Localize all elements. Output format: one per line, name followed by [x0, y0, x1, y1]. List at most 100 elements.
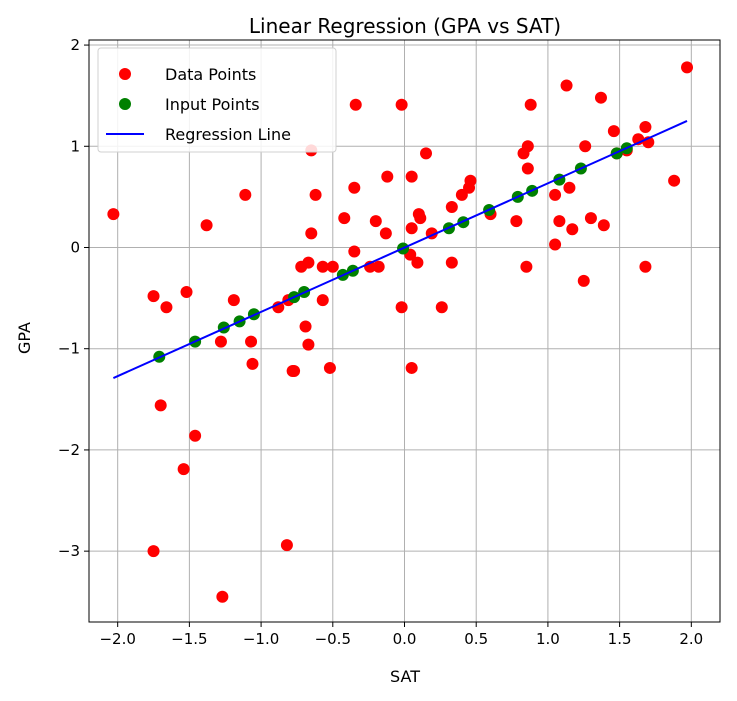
data-point	[147, 545, 160, 558]
legend-entry: Input Points	[119, 95, 260, 114]
y-tick-label: 1	[70, 137, 80, 155]
data-point	[566, 223, 579, 236]
y-tick-label: 2	[70, 36, 80, 54]
ticks: −2.0 −1.5 −1.0 −0.5 0.0 0.5 1.0 1.5 2.0 −3 −2 −1 0 1 2	[58, 36, 703, 648]
data-point	[594, 91, 607, 104]
data-point	[302, 338, 315, 351]
data-point	[147, 290, 160, 303]
data-point	[316, 294, 329, 307]
data-point	[435, 301, 448, 314]
legend-label: Regression Line	[165, 125, 291, 144]
data-point	[584, 212, 597, 225]
x-tick-label: 1.5	[608, 630, 632, 648]
data-point	[420, 147, 433, 160]
data-point	[563, 181, 576, 194]
chart-title: Linear Regression (GPA vs SAT)	[249, 14, 561, 38]
data-point	[369, 215, 382, 228]
data-point	[549, 188, 562, 201]
data-point	[668, 174, 681, 187]
data-point	[245, 335, 258, 348]
x-tick-label: −0.5	[315, 630, 351, 648]
data-point	[395, 98, 408, 111]
legend-label: Data Points	[165, 65, 256, 84]
data-point	[597, 219, 610, 232]
x-tick-label: 2.0	[679, 630, 703, 648]
legend-box	[97, 47, 337, 153]
data-point	[280, 539, 293, 552]
data-point	[323, 361, 336, 374]
data-point	[553, 215, 566, 228]
data-point	[395, 301, 408, 314]
series-layer	[107, 61, 694, 603]
data-point	[299, 320, 312, 333]
data-point	[305, 227, 318, 240]
x-tick-label: 0.0	[393, 630, 417, 648]
data-point	[246, 357, 259, 370]
data-point	[216, 590, 229, 603]
x-axis-label: SAT	[390, 667, 420, 686]
data-point	[316, 260, 329, 273]
data-point	[348, 181, 361, 194]
data-point	[560, 79, 573, 92]
data-point	[381, 170, 394, 183]
data-point	[639, 121, 652, 134]
regression-line	[112, 120, 688, 379]
x-tick-label: 0.5	[464, 630, 488, 648]
data-point	[107, 208, 120, 221]
data-point	[579, 140, 592, 153]
x-tick-label: −1.0	[243, 630, 279, 648]
series-regression-line	[112, 120, 688, 379]
data-point	[379, 227, 392, 240]
y-tick-label: −1	[58, 340, 80, 358]
y-tick-label: −2	[58, 441, 80, 459]
data-point	[405, 170, 418, 183]
data-point	[189, 429, 202, 442]
legend: Data Points Input Points Regression Line	[97, 47, 337, 153]
data-point	[288, 364, 301, 377]
y-tick-label: 0	[70, 238, 80, 256]
data-point	[338, 212, 351, 225]
data-point	[309, 188, 322, 201]
data-point	[348, 245, 361, 258]
data-point	[445, 201, 458, 214]
data-point	[681, 61, 694, 74]
legend-entry: Regression Line	[106, 125, 291, 144]
data-point	[577, 274, 590, 287]
data-point	[464, 174, 477, 187]
legend-label: Input Points	[165, 95, 260, 114]
data-point	[214, 335, 227, 348]
data-point	[160, 301, 173, 314]
data-point	[607, 125, 620, 138]
data-point	[520, 260, 533, 273]
x-tick-label: 1.0	[536, 630, 560, 648]
data-point	[302, 256, 315, 269]
data-point	[405, 361, 418, 374]
y-axis-label: GPA	[15, 322, 34, 354]
data-point	[549, 238, 562, 251]
series-data-points	[107, 61, 694, 603]
legend-marker-swatch	[119, 98, 131, 110]
legend-marker-swatch	[119, 68, 131, 80]
data-point	[154, 399, 167, 412]
data-point	[177, 463, 190, 476]
data-point	[372, 260, 385, 273]
data-point	[405, 222, 418, 235]
x-tick-label: −2.0	[99, 630, 135, 648]
data-point	[414, 212, 427, 225]
data-point	[272, 301, 285, 314]
data-point	[521, 140, 534, 153]
data-point	[524, 98, 537, 111]
data-point	[200, 219, 213, 232]
data-point	[510, 215, 523, 228]
x-tick-label: −1.5	[171, 630, 207, 648]
y-tick-label: −3	[58, 542, 80, 560]
legend-entry: Data Points	[119, 65, 256, 84]
data-point	[227, 294, 240, 307]
data-point	[445, 256, 458, 269]
data-point	[349, 98, 362, 111]
data-point	[521, 162, 534, 175]
data-point	[639, 260, 652, 273]
data-point	[180, 286, 193, 299]
data-point	[239, 188, 252, 201]
